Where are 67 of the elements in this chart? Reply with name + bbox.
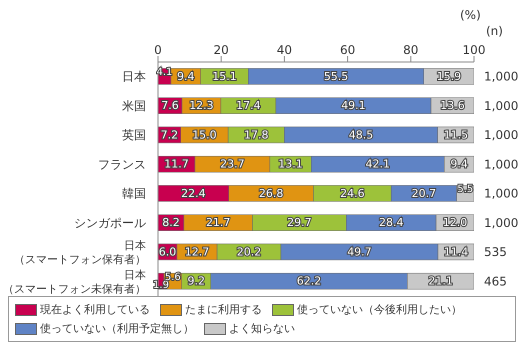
legend-label: 現在よく利用している [39,302,150,318]
data-label: 1.9 [153,280,169,292]
data-label: 7.2 [160,128,178,142]
y-tick-label: 米国 [122,98,146,113]
data-label: 21.7 [206,216,230,230]
data-label: 13.6 [440,99,465,112]
data-label: 12.7 [184,245,210,258]
text: 1,000 [484,157,518,172]
text: 1,000 [484,186,518,201]
text: 465 [484,274,507,288]
data-label: 8.2 [162,216,180,230]
data-label: 13.1 [278,158,303,171]
legend-label: たまに利用する [184,302,262,318]
data-label: 9.4 [177,70,195,83]
data-label: 26.8 [258,186,284,200]
data-label: 62.2 [296,274,322,288]
data-label: 17.8 [244,128,269,142]
data-label: 15.1 [212,70,237,83]
data-label: 9.2 [187,274,205,288]
x-tick-label: 60 [340,43,356,57]
data-label: 24.6 [340,186,365,200]
text: 535 [484,245,507,260]
x-tick-label: 20 [214,43,229,57]
text: 1,000 [484,216,518,230]
y-tick-label: フランス [98,157,146,172]
data-label: 49.7 [347,245,372,258]
data-label: 11.4 [444,245,468,258]
legend-label: よく知らない [228,321,295,337]
y-tick-label: シンガポール [74,216,146,230]
data-label: 12.3 [189,99,214,112]
data-label: 48.5 [348,128,374,142]
data-label: 20.7 [412,186,436,200]
x-tick-label: 40 [276,43,292,57]
data-label: 7.6 [161,99,179,112]
data-label: 9.4 [450,158,468,171]
text: 1,000 [484,128,518,142]
y-tick-label: 日本（スマートフォン未保有者） [3,268,146,295]
x-tick-label: 80 [403,43,418,57]
legend-label: 使っていない（利用予定無し） [39,321,194,337]
data-label: 29.7 [287,216,312,230]
data-label: 17.4 [236,99,261,112]
data-label: 20.2 [236,245,262,258]
x-tick-label: 0 [154,43,162,57]
y-tick-label: 日本 [122,70,146,84]
data-label: 12.0 [442,216,468,230]
data-label: 15.0 [192,128,217,142]
text: (%) [460,8,481,22]
data-label: 11.5 [444,128,468,142]
data-label: 5.5 [457,184,474,196]
y-tick-label: 韓国 [122,186,146,201]
legend-label: 使っていない（今後利用したい） [296,302,462,318]
y-tick-label: 英国 [122,128,146,142]
data-label: 11.7 [164,158,189,171]
data-label: 22.4 [181,186,206,200]
data-label: 23.7 [220,158,245,171]
data-label: 6.0 [158,245,176,258]
data-label: 49.1 [341,99,366,112]
data-label: 21.1 [428,274,453,288]
y-tick-label: 日本（スマートフォン保有者） [14,238,146,266]
data-label: 55.5 [324,70,348,83]
text: 1,000 [484,70,518,84]
data-label: 42.1 [366,158,390,171]
text: 1,000 [484,98,518,113]
x-tick-label: 100 [462,43,486,57]
data-label: 28.4 [378,216,404,230]
data-label: 15.9 [436,70,462,83]
text: (n) [486,24,503,38]
